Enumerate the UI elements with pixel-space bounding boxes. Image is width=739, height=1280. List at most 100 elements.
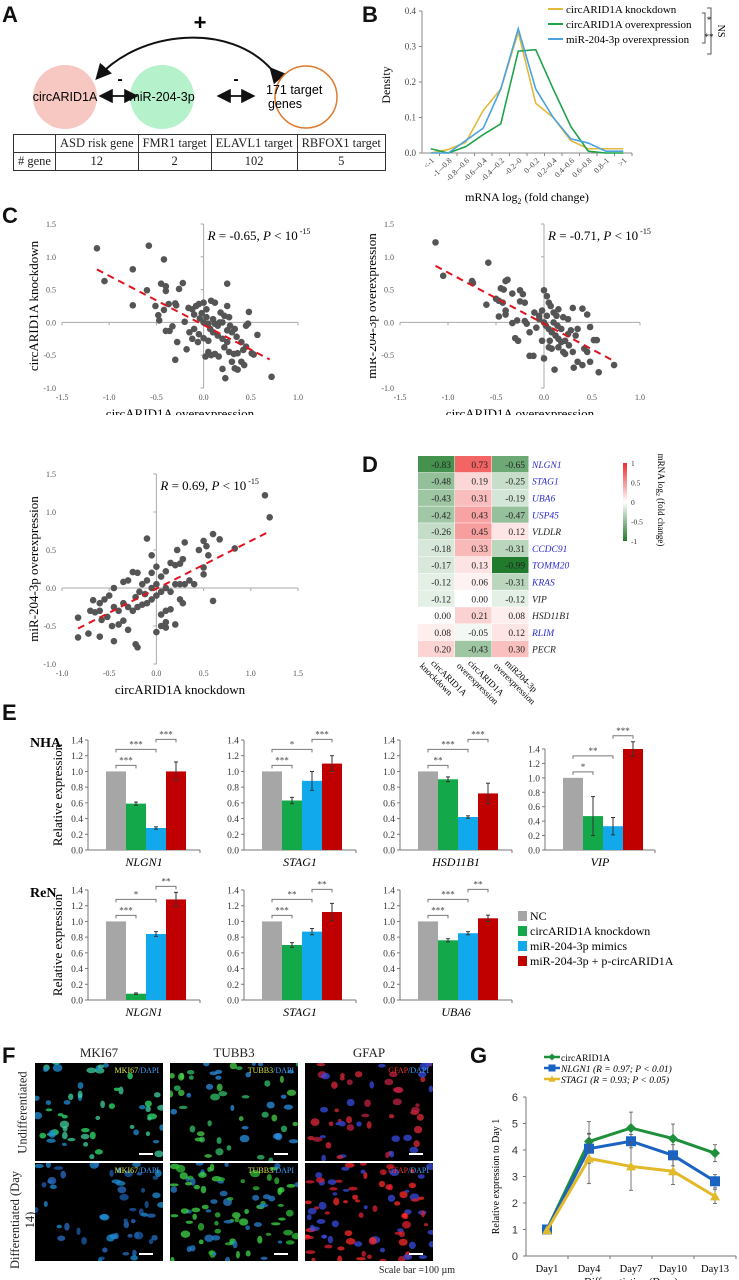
gene-label: VIP: [532, 595, 547, 605]
y-axis-title: circARID1A knockdown: [26, 240, 41, 371]
y-tick-label: 0.0: [528, 847, 540, 857]
table-header-cell: ELAVL1 target: [210, 134, 298, 153]
scatter-point: [167, 588, 174, 596]
subscript: 2: [518, 197, 522, 205]
heatmap-cell: [455, 523, 492, 540]
panel-label-d: D: [362, 452, 378, 477]
cell: [170, 1214, 179, 1218]
negative-sign-1: -: [117, 71, 122, 88]
cell: [310, 1118, 320, 1126]
cell: [219, 1190, 228, 1197]
scatter-point: [181, 318, 189, 326]
negative-sign-2: -: [233, 71, 238, 88]
cell: [305, 1250, 316, 1255]
scatter-point: [205, 337, 212, 345]
p-value: < 10: [219, 478, 246, 493]
scatter-point: [221, 344, 228, 351]
scatter-point: [548, 345, 555, 352]
cell: [286, 1184, 296, 1188]
heatmap-cell: [492, 556, 529, 574]
channel-tag: TUBB3/DAPI: [248, 1066, 294, 1075]
y-tick-label: -0.5: [381, 351, 394, 360]
y-tick-label: 6: [512, 1092, 518, 1104]
y-tick-label: 0.6: [383, 949, 395, 959]
significance-bracket: [427, 764, 449, 769]
panel-label-f: F: [2, 1043, 16, 1068]
x-tick-label: Day10: [659, 1264, 687, 1275]
y-tick-label: 1.2: [383, 902, 395, 912]
scatter-point: [190, 311, 198, 318]
cell: [123, 1221, 130, 1229]
target-genes-node: [274, 65, 338, 129]
cell: [265, 1232, 272, 1236]
x-tick-label: -0.2–0: [503, 156, 524, 177]
cell: [94, 1149, 103, 1155]
cell: [321, 1234, 327, 1239]
cell: [157, 1201, 163, 1208]
cell: [295, 1063, 298, 1067]
scatter-point: [223, 280, 231, 287]
cell: [194, 1137, 203, 1142]
table-cell: # gene: [13, 152, 56, 171]
cell: [385, 1151, 390, 1159]
heatmap-cell: [418, 489, 455, 506]
scatter-point: [153, 628, 160, 636]
scatter-point: [190, 580, 198, 588]
significance-label: **: [288, 889, 298, 899]
significance-label: *: [290, 739, 295, 749]
scatter-point: [188, 335, 196, 343]
cell: [346, 1124, 355, 1131]
scatter-point: [535, 312, 543, 320]
x-tick-label: 1.0: [635, 393, 645, 402]
scatter-point: [228, 358, 236, 366]
y-tick-label: 0.2: [383, 831, 395, 841]
cell: [77, 1082, 84, 1090]
x-tick-label: 1.5: [293, 669, 303, 678]
scatter-point: [572, 332, 579, 339]
cell: [178, 1105, 188, 1110]
cell: [367, 1254, 372, 1260]
y-tick-label: 0.2: [528, 832, 540, 842]
cell: [198, 1239, 204, 1245]
scatter-point: [574, 358, 581, 366]
cell: [334, 1108, 339, 1113]
y-tick-label: 0.2: [383, 981, 395, 991]
cell: [179, 1072, 185, 1080]
y-tick-label: 1.0: [528, 774, 540, 784]
scatter-point: [143, 535, 151, 542]
x-tick-label: Day7: [620, 1264, 643, 1275]
cell: [63, 1100, 71, 1105]
heatmap-cell: [455, 540, 492, 557]
cell: [339, 1076, 345, 1081]
cell: [256, 1154, 265, 1160]
cell: [61, 1142, 67, 1146]
y-tick-label: 0.2: [405, 77, 416, 87]
heatmap-cell-value: -0.83: [431, 461, 451, 471]
cell: [418, 1254, 427, 1259]
y-tick-label: 1.0: [71, 768, 83, 778]
colorbar: [623, 463, 627, 541]
scatter-point: [203, 542, 210, 550]
scatter-point: [143, 286, 151, 294]
cell: [154, 1169, 162, 1178]
significance-bracket: [427, 748, 469, 753]
channel-tag: MKI67/DAPI: [115, 1066, 159, 1075]
cell: [389, 1071, 398, 1078]
diamond-marker: [710, 1148, 720, 1159]
cell: [316, 1219, 326, 1225]
cell: [76, 1227, 81, 1235]
diamond-marker: [548, 1053, 556, 1061]
cell: [333, 1197, 340, 1206]
scatter-point: [175, 285, 183, 293]
significance-label: ***: [315, 729, 329, 739]
scatter-point: [564, 315, 572, 323]
heatmap-cell-value: 0.31: [471, 495, 488, 505]
scatter-point: [198, 309, 206, 317]
significance-bracket: [467, 888, 489, 893]
scatter-point: [211, 299, 219, 307]
cell: [239, 1218, 249, 1226]
cell: [103, 1063, 109, 1068]
scatter-point: [217, 309, 224, 316]
cell: [337, 1255, 343, 1261]
heatmap-cell-value: -0.12: [431, 579, 451, 589]
